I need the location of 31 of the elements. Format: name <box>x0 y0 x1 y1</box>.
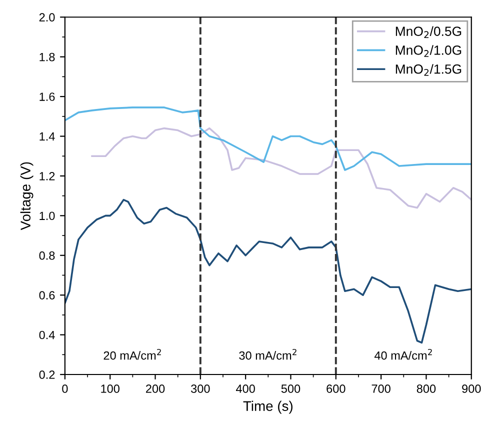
annotation: 30 mA/cm$^{2}$ <box>239 348 296 360</box>
legend-label: MnO$_{2}$/1.5G <box>396 64 462 76</box>
x-axis-title: Time (s) <box>243 400 292 414</box>
x-tick-label: 500 <box>281 384 300 393</box>
y-tick-label: 1.0 <box>40 212 55 220</box>
y-tick-label: 0.6 <box>39 291 55 300</box>
y-tick-label: 1.8 <box>40 52 55 62</box>
line-series <box>64 198 472 344</box>
annotation: 20 mA/cm$^{2}$ <box>104 348 161 360</box>
legend-label: MnO$_{2}$/0.5G <box>396 26 462 38</box>
x-tick-label: 300 <box>191 384 210 393</box>
y-tick-label: 1.4 <box>40 132 55 141</box>
legend-label: MnO$_{2}$/1.0G <box>396 45 462 57</box>
line-series <box>64 106 472 171</box>
y-axis-title: Voltage (V) <box>20 162 34 230</box>
x-tick-label: 700 <box>372 384 390 393</box>
y-tick-label: 0.2 <box>39 370 55 379</box>
line-series <box>91 127 472 209</box>
x-tick-label: 200 <box>146 384 165 393</box>
x-tick-label: 400 <box>236 384 255 393</box>
x-tick-label: 900 <box>462 384 481 393</box>
x-tick-label: 100 <box>101 384 120 393</box>
x-tick-label: 800 <box>416 384 436 393</box>
y-tick-label: 1.6 <box>40 92 55 101</box>
y-tick-label: 2.0 <box>39 13 55 22</box>
y-tick-label: 0.4 <box>39 330 55 340</box>
y-tick-label: 0.8 <box>39 251 55 260</box>
x-tick-label: 0 <box>62 384 68 393</box>
x-tick-label: 600 <box>326 384 346 393</box>
annotation: 40 mA/cm$^{2}$ <box>374 348 432 360</box>
y-tick-label: 1.2 <box>40 172 55 180</box>
